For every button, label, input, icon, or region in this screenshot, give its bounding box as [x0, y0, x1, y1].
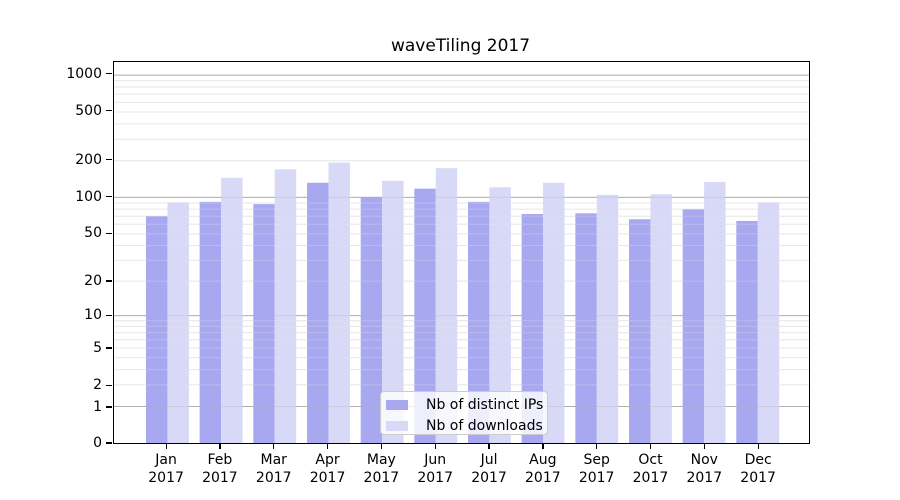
y-tick-mark — [106, 159, 112, 161]
x-tick-label: Jan 2017 — [148, 452, 184, 486]
x-tick-mark — [165, 443, 167, 449]
y-tick-mark — [106, 406, 112, 408]
x-tick-label: May 2017 — [363, 452, 400, 486]
bar-downloads-apr — [327, 162, 350, 443]
bar-distinct-ips-jul — [467, 201, 489, 443]
bar-downloads-jun — [435, 167, 457, 443]
bar-downloads-sep — [596, 194, 618, 443]
x-tick-mark — [649, 443, 652, 449]
y-tick-mark — [106, 110, 112, 112]
plot-area — [112, 60, 810, 444]
legend-entry-downloads: Nb of downloads — [386, 416, 547, 435]
x-tick-label: Feb 2017 — [202, 452, 238, 486]
bar-downloads-nov — [703, 181, 726, 443]
legend: Nb of distinct IPs Nb of downloads — [380, 391, 548, 435]
y-tick-label: 200 — [75, 151, 102, 168]
y-tick-label: 50 — [84, 225, 102, 242]
x-tick-mark — [380, 443, 383, 449]
y-tick-label: 100 — [75, 188, 102, 205]
bar-chart-canvas — [113, 74, 809, 443]
y-tick-mark — [106, 347, 112, 349]
x-tick-mark — [488, 443, 490, 449]
x-tick-label: Jun 2017 — [417, 452, 453, 486]
x-tick-mark — [703, 443, 705, 449]
bar-distinct-ips-jun — [413, 188, 436, 443]
bar-distinct-ips-dec — [735, 220, 758, 443]
legend-label-distinct-ips: Nb of distinct IPs — [426, 396, 544, 413]
legend-swatch-distinct-ips — [386, 399, 408, 410]
y-tick-label: 1 — [93, 398, 102, 415]
x-tick-mark — [434, 443, 436, 449]
y-tick-mark — [106, 280, 112, 282]
bar-downloads-mar — [274, 168, 296, 443]
legend-swatch-downloads — [386, 420, 408, 431]
y-tick-mark — [106, 384, 112, 386]
x-tick-label: Dec 2017 — [740, 452, 776, 486]
x-tick-label: Mar 2017 — [255, 452, 292, 486]
legend-label-downloads: Nb of downloads — [426, 417, 543, 434]
chart-title: waveTiling 2017 — [390, 36, 531, 56]
y-tick-label: 1000 — [66, 65, 102, 82]
x-tick-mark — [326, 443, 329, 449]
bar-distinct-ips-mar — [252, 203, 275, 443]
x-tick-mark — [273, 443, 275, 449]
y-tick-label: 2 — [93, 377, 102, 394]
bar-downloads-aug — [542, 182, 565, 443]
bar-distinct-ips-nov — [682, 208, 704, 443]
y-tick-label: 20 — [84, 272, 102, 289]
bar-distinct-ips-oct — [628, 218, 650, 443]
y-tick-label: 5 — [93, 339, 102, 356]
bar-downloads-dec — [757, 201, 779, 443]
x-tick-mark — [757, 443, 759, 449]
y-tick-label: 0 — [93, 435, 102, 451]
x-tick-mark — [219, 443, 221, 449]
bar-distinct-ips-feb — [199, 201, 221, 443]
y-tick-mark — [106, 196, 112, 198]
x-tick-label: Oct 2017 — [632, 452, 669, 486]
x-tick-mark — [542, 443, 544, 449]
bar-distinct-ips-jan — [145, 215, 167, 443]
y-tick-label: 500 — [75, 102, 102, 119]
bar-downloads-oct — [649, 193, 672, 443]
bar-downloads-jul — [488, 186, 511, 443]
bar-downloads-may — [381, 180, 404, 443]
y-tick-mark — [106, 442, 112, 444]
x-tick-label: Aug 2017 — [525, 452, 561, 486]
x-tick-label: Sep 2017 — [578, 452, 615, 486]
x-tick-label: Apr 2017 — [309, 452, 346, 486]
bar-distinct-ips-apr — [306, 182, 328, 443]
bar-distinct-ips-sep — [574, 212, 597, 443]
bar-downloads-feb — [220, 177, 243, 443]
bar-downloads-jan — [166, 201, 189, 443]
x-tick-label: Jul 2017 — [471, 452, 507, 486]
legend-entry-distinct-ips: Nb of distinct IPs — [386, 395, 547, 414]
bar-distinct-ips-may — [360, 196, 382, 443]
x-tick-mark — [596, 443, 598, 449]
y-tick-mark — [106, 73, 112, 75]
y-tick-label: 10 — [84, 307, 102, 324]
y-tick-mark — [106, 314, 112, 317]
bar-distinct-ips-aug — [521, 213, 543, 443]
x-tick-label: Nov 2017 — [686, 452, 723, 486]
y-tick-mark — [106, 232, 112, 234]
